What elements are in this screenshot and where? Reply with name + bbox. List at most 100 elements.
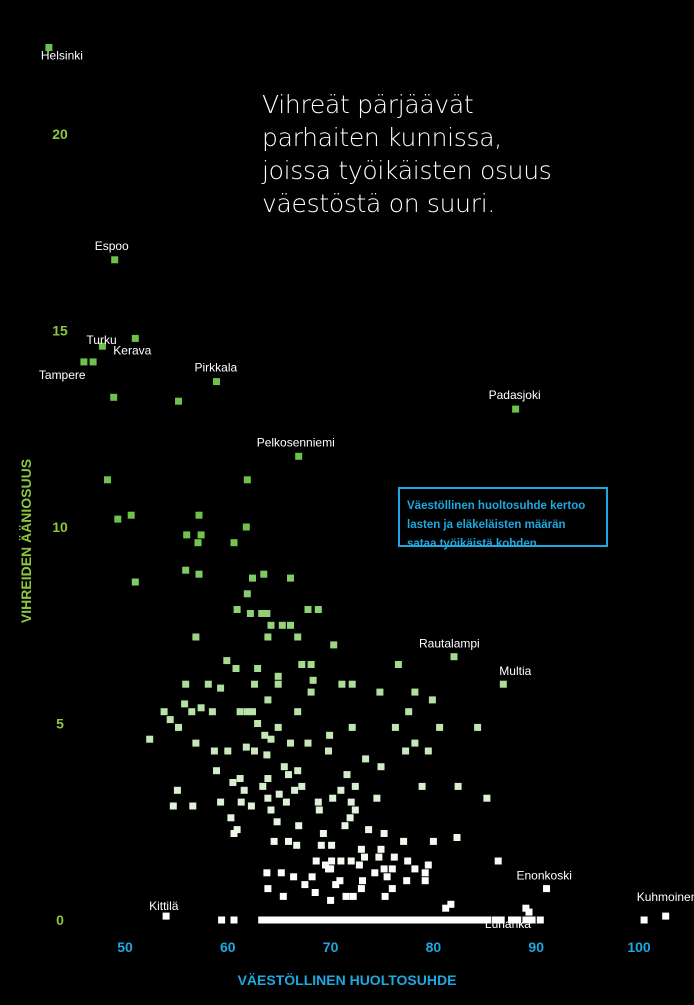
data-point — [273, 818, 281, 826]
data-point — [277, 869, 285, 877]
data-point — [293, 841, 301, 849]
point-label: Enonkoski — [517, 869, 572, 883]
data-point — [247, 802, 255, 810]
data-point — [204, 680, 212, 688]
data-point — [474, 723, 482, 731]
data-point — [522, 904, 530, 912]
data-point — [327, 865, 335, 873]
data-point — [411, 688, 419, 696]
data-point — [391, 723, 399, 731]
data-point — [525, 908, 533, 916]
data-point — [304, 739, 312, 747]
data-point — [497, 916, 505, 924]
data-point — [127, 511, 135, 519]
data-point — [361, 853, 368, 861]
data-point — [357, 845, 365, 853]
data-point — [195, 511, 203, 519]
data-point — [298, 661, 306, 668]
point-label: Helsinki — [41, 49, 83, 63]
data-point — [314, 606, 322, 613]
data-point — [447, 900, 455, 908]
data-point — [371, 869, 379, 877]
data-point — [499, 680, 507, 688]
data-point — [89, 358, 97, 366]
data-point — [131, 578, 139, 586]
data-point — [267, 806, 275, 814]
data-point — [243, 476, 251, 484]
data-point — [404, 857, 412, 865]
data-point — [421, 869, 429, 877]
data-point — [258, 610, 266, 617]
headline-line: parhaiten kunnissa, — [262, 123, 502, 152]
data-point — [182, 566, 190, 574]
data-point — [263, 869, 271, 877]
point-label: Multia — [499, 664, 531, 678]
data-point — [294, 767, 302, 775]
data-point — [246, 610, 254, 617]
point-label: Kerava — [113, 343, 151, 357]
data-point — [373, 794, 381, 802]
data-point — [278, 621, 286, 629]
data-point — [194, 539, 202, 547]
data-point — [411, 865, 419, 873]
data-point — [287, 739, 294, 747]
data-point — [104, 476, 111, 484]
data-point — [175, 723, 182, 731]
data-point — [348, 723, 356, 731]
data-point — [319, 830, 327, 837]
data-point — [328, 841, 336, 849]
data-point — [322, 861, 329, 869]
data-point — [402, 747, 410, 755]
data-point — [359, 877, 366, 885]
data-point — [146, 735, 154, 743]
data-point — [280, 763, 288, 771]
data-point — [421, 877, 429, 885]
data-point — [347, 798, 355, 806]
data-point — [436, 723, 444, 731]
data-point — [162, 912, 170, 920]
data-point — [197, 531, 205, 539]
data-point — [312, 857, 320, 865]
data-point — [309, 676, 317, 684]
data-point — [376, 688, 384, 696]
data-point — [381, 892, 389, 900]
data-point — [336, 877, 344, 885]
data-point — [343, 771, 351, 779]
data-point — [640, 916, 648, 924]
data-point — [380, 830, 388, 837]
data-point — [362, 755, 370, 763]
data-point — [267, 735, 275, 743]
data-point — [274, 680, 282, 688]
data-point — [424, 747, 432, 755]
data-point — [264, 885, 272, 893]
headline-line: väestöstä on suuri. — [262, 189, 495, 218]
data-point — [223, 657, 231, 665]
data-point — [388, 865, 396, 873]
data-point — [274, 723, 282, 731]
y-tick-label: 5 — [56, 716, 64, 732]
data-point — [348, 680, 356, 688]
point-label: Padasjoki — [489, 388, 541, 402]
data-point — [380, 865, 388, 873]
data-point — [411, 739, 419, 747]
x-tick-label: 70 — [323, 939, 339, 955]
data-point — [173, 786, 181, 794]
data-point — [528, 916, 536, 924]
data-point — [307, 688, 315, 696]
data-point — [261, 731, 269, 739]
point-label: Pirkkala — [195, 361, 238, 375]
data-point — [208, 708, 216, 716]
data-point — [254, 720, 262, 727]
data-point — [259, 782, 267, 790]
data-point — [383, 873, 391, 881]
data-point — [341, 822, 349, 830]
point-label: Luhanka — [485, 917, 531, 931]
point-label: Kittilä — [149, 899, 179, 913]
data-point — [418, 782, 426, 790]
data-point — [213, 767, 220, 775]
data-point — [232, 665, 240, 672]
data-point — [327, 896, 335, 904]
data-point — [233, 606, 241, 613]
data-point — [169, 802, 177, 810]
